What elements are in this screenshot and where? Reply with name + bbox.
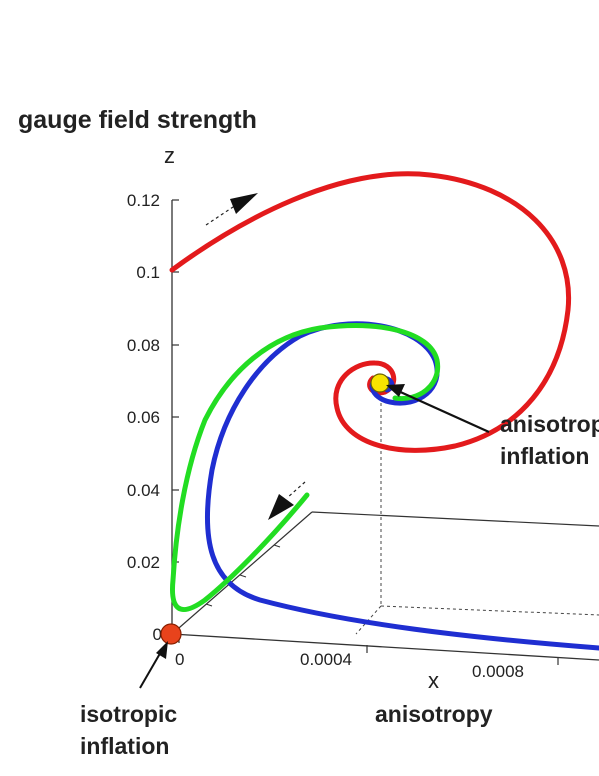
x-axis-label: x [428, 668, 439, 693]
z-tick-label-0: 0 [153, 625, 162, 644]
projection-x [380, 605, 599, 616]
red-arrow-dash [205, 204, 237, 226]
direction-arrows [205, 193, 306, 520]
anisotropic-fixed-point [370, 373, 390, 393]
series-blue-trajectory [204, 321, 599, 651]
annotation-arrows [139, 384, 490, 689]
red-direction-arrow [230, 193, 258, 214]
y-axis-line [171, 511, 313, 635]
z-tick-label-4: 0.08 [127, 336, 160, 355]
floor-back-edge [311, 511, 599, 527]
z-tick-label-6: 0.12 [127, 191, 160, 210]
x-axis-caption: anisotropy [375, 701, 493, 727]
z-tick-label-2: 0.04 [127, 481, 160, 500]
isotropic-fixed-point [160, 623, 182, 645]
anisotropic-annotation-line1: anisotropic [500, 411, 599, 437]
isotropic-annotation-line1: isotropic [80, 701, 177, 727]
anisotropic-annotation-line2: inflation [500, 443, 589, 469]
z-tick-label-5: 0.1 [136, 263, 160, 282]
green-arrow-dash [286, 481, 306, 499]
z-tick-label-1: 0.02 [127, 553, 160, 572]
x-tick-label-0: 0 [175, 650, 184, 669]
chart-title: gauge field strength [18, 106, 257, 134]
series-red-trajectory [169, 171, 572, 453]
x-axis-line [171, 633, 599, 661]
z-tick-label-3: 0.06 [127, 408, 160, 427]
y-tick-marks [205, 544, 281, 607]
isotropic-annotation-line2: inflation [80, 733, 169, 759]
isotropic-pointer-arrow [156, 641, 168, 659]
series-green-trajectory [169, 323, 441, 612]
green-direction-arrow [268, 494, 294, 520]
z-axis-label: z [164, 143, 175, 168]
anisotropic-pointer-arrow [386, 384, 405, 397]
x-tick-label-1: 0.0004 [300, 650, 352, 669]
x-tick-label-2: 0.0008 [472, 662, 524, 681]
